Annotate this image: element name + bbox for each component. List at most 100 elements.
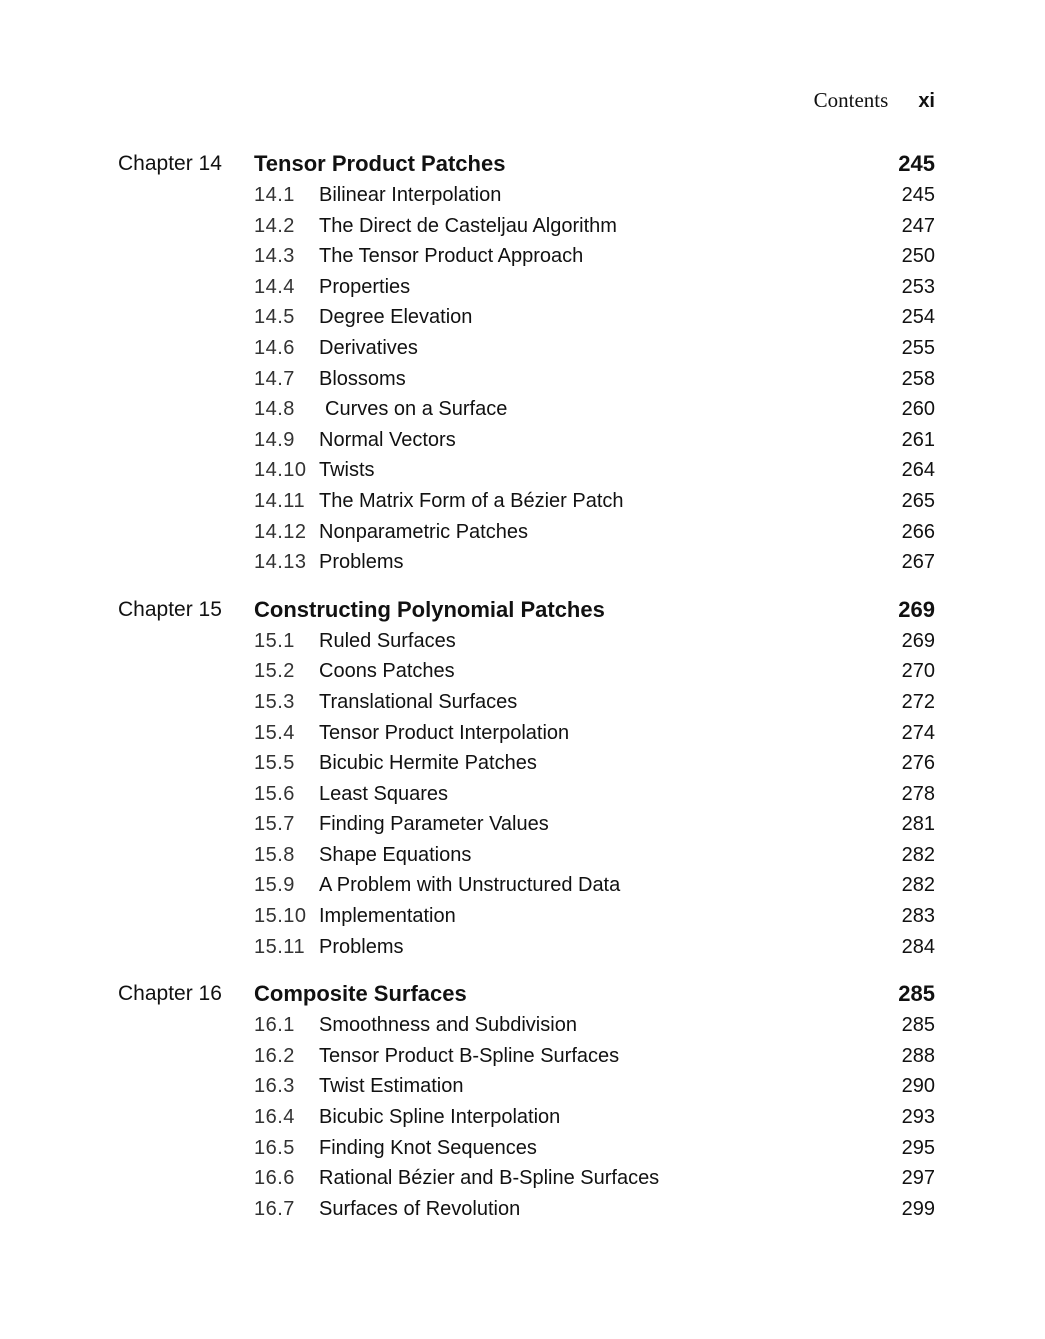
section-number: 15.4: [254, 721, 295, 744]
section-title: The Direct de Casteljau Algorithm: [319, 214, 617, 237]
section-title: Translational Surfaces: [319, 690, 518, 713]
section-page-number: 288: [901, 1044, 935, 1067]
section-entry[interactable]: 14.4 Properties 253: [118, 272, 935, 303]
section-entry[interactable]: 14.1 Bilinear Interpolation 245: [118, 180, 935, 211]
section-number: 14.11: [254, 489, 306, 512]
section-title: A Problem with Unstructured Data: [319, 874, 621, 897]
section-entry[interactable]: 15.5 Bicubic Hermite Patches 276: [118, 748, 935, 779]
section-page-number: 295: [901, 1136, 935, 1159]
section-entry[interactable]: 15.3 Translational Surfaces 272: [118, 687, 935, 718]
section-page-number: 253: [901, 275, 935, 298]
section-entry[interactable]: 14.13 Problems 267: [118, 547, 935, 578]
section-page-number: 260: [901, 398, 935, 421]
section-page-number: 250: [901, 245, 935, 268]
chapter-entry[interactable]: Chapter 16 Composite Surfaces 285: [118, 978, 935, 1010]
section-number: 15.7: [254, 813, 295, 836]
section-title: Problems: [319, 551, 404, 574]
section-number: 15.10: [254, 905, 307, 928]
section-entry[interactable]: 15.7 Finding Parameter Values 281: [118, 809, 935, 840]
section-entry[interactable]: 14.11 The Matrix Form of a Bézier Patch 26…: [118, 486, 935, 517]
section-page-number: 258: [901, 367, 935, 390]
section-page-number: 283: [901, 905, 935, 928]
section-number: 14.10: [254, 459, 307, 482]
section-title: The Tensor Product Approach: [319, 245, 584, 268]
section-title: Ruled Surfaces: [319, 629, 456, 652]
section-title: Bicubic Spline Interpolation: [319, 1106, 561, 1129]
section-entry[interactable]: 16.4 Bicubic Spline Interpolation 293: [118, 1102, 935, 1133]
section-page-number: 276: [901, 752, 935, 775]
section-page-number: 282: [901, 843, 935, 866]
section-page-number: 281: [901, 813, 935, 836]
section-title: Tensor Product Interpolation: [319, 721, 570, 744]
section-entry[interactable]: 16.7 Surfaces of Revolution 299: [118, 1194, 935, 1225]
section-entry[interactable]: 15.1 Ruled Surfaces 269: [118, 626, 935, 657]
running-head: Contents xi: [814, 88, 935, 113]
section-entry[interactable]: 15.9 A Problem with Unstructured Data 282: [118, 870, 935, 901]
section-page-number: 247: [901, 214, 935, 237]
section-entry[interactable]: 14.10 Twists 264: [118, 455, 935, 486]
section-title: Surfaces of Revolution: [319, 1197, 521, 1220]
section-page-number: 245: [901, 184, 935, 206]
section-title: The Matrix Form of a Bézier Patch: [319, 489, 624, 512]
section-entry[interactable]: 15.8 Shape Equations 282: [118, 840, 935, 871]
chapter-title: Composite Surfaces: [254, 981, 467, 1007]
section-number: 14.2: [254, 214, 295, 237]
section-entry[interactable]: 16.3 Twist Estimation 290: [118, 1071, 935, 1102]
section-page-number: 269: [901, 629, 935, 652]
section-title: Bilinear Interpolation: [319, 184, 502, 206]
section-number: 14.5: [254, 306, 295, 329]
section-number: 15.5: [254, 752, 295, 775]
section-title: Nonparametric Patches: [319, 520, 528, 543]
section-page-number: 278: [901, 782, 935, 805]
section-number: 14.4: [254, 275, 295, 298]
section-entry[interactable]: 15.6 Least Squares 278: [118, 779, 935, 810]
section-page-number: 254: [901, 306, 935, 329]
section-title: Tensor Product B-Spline Surfaces: [319, 1044, 620, 1067]
section-number: 14.1: [254, 184, 295, 206]
section-page-number: 270: [901, 660, 935, 683]
section-title: Bicubic Hermite Patches: [319, 752, 537, 775]
section-entry[interactable]: 14.7 Blossoms 258: [118, 364, 935, 395]
section-entry[interactable]: 16.6 Rational Bézier and B-Spline Surface…: [118, 1163, 935, 1194]
section-entry[interactable]: 16.5 Finding Knot Sequences 295: [118, 1133, 935, 1164]
section-page-number: 255: [901, 336, 935, 359]
section-entry[interactable]: 16.2 Tensor Product B-Spline Surfaces 288: [118, 1041, 935, 1072]
chapter-block: Chapter 16 Composite Surfaces 285 16.1 Smoot…: [118, 978, 935, 1224]
section-number: 14.13: [254, 551, 307, 574]
section-entry[interactable]: 14.2 The Direct de Casteljau Algorithm 247: [118, 211, 935, 242]
section-entry[interactable]: 15.2 Coons Patches 270: [118, 656, 935, 687]
section-number: 14.3: [254, 245, 295, 268]
chapter-entry[interactable]: Chapter 14 Tensor Product Patches 245: [118, 148, 935, 180]
section-number: 15.11: [254, 935, 306, 958]
section-number: 15.8: [254, 843, 295, 866]
section-entry[interactable]: 15.10 Implementation 283: [118, 901, 935, 932]
section-entry[interactable]: 15.11 Problems 284: [118, 932, 935, 963]
section-entry[interactable]: 14.5 Degree Elevation 254: [118, 302, 935, 333]
section-title: Smoothness and Subdivision: [319, 1014, 577, 1037]
section-title: Least Squares: [319, 782, 448, 805]
chapter-label: Chapter 15: [118, 597, 222, 621]
section-entry[interactable]: 14.12 Nonparametric Patches 266: [118, 517, 935, 548]
section-page-number: 266: [901, 520, 935, 543]
section-number: 16.1: [254, 1014, 295, 1037]
section-number: 14.6: [254, 336, 295, 359]
chapter-page-number: 269: [898, 596, 935, 622]
section-page-number: 299: [901, 1197, 935, 1220]
table-of-contents: Chapter 14 Tensor Product Patches 245 14.1 B…: [118, 148, 935, 1240]
chapter-entry[interactable]: Chapter 15 Constructing Polynomial Patche…: [118, 594, 935, 626]
section-entry[interactable]: 14.9 Normal Vectors 261: [118, 425, 935, 456]
section-title: Problems: [319, 935, 404, 958]
section-page-number: 293: [901, 1106, 935, 1129]
section-number: 15.9: [254, 874, 295, 897]
section-title: Degree Elevation: [319, 306, 473, 329]
section-entry[interactable]: 15.4 Tensor Product Interpolation 274: [118, 718, 935, 749]
chapter-page-number: 285: [898, 981, 935, 1007]
section-title: Normal Vectors: [319, 428, 456, 451]
chapter-page-number: 245: [898, 151, 935, 176]
section-entry[interactable]: 14.6 Derivatives 255: [118, 333, 935, 364]
section-entry[interactable]: 14.8 Curves on a Surface 260: [118, 394, 935, 425]
section-entry[interactable]: 16.1 Smoothness and Subdivision 285: [118, 1010, 935, 1041]
section-title: Twists: [319, 459, 375, 482]
section-page-number: 274: [901, 721, 935, 744]
section-entry[interactable]: 14.3 The Tensor Product Approach 250: [118, 241, 935, 272]
